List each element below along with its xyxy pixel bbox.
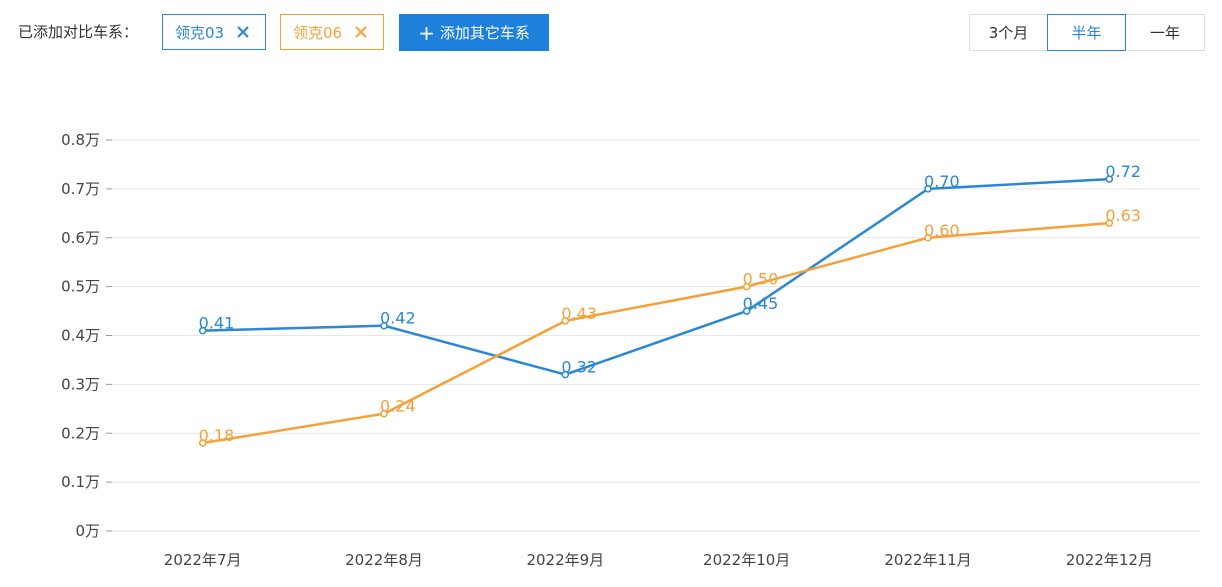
data-point[interactable]	[380, 409, 388, 418]
data-point[interactable]	[1105, 175, 1114, 183]
x-tick-label: 2022年8月	[345, 551, 423, 569]
range-half-year-button[interactable]: 半年	[1047, 14, 1126, 51]
data-label: 0.18	[199, 426, 235, 445]
data-point[interactable]	[198, 326, 207, 335]
data-label: 0.43	[561, 304, 597, 323]
data-point[interactable]	[1105, 219, 1114, 227]
data-point[interactable]	[742, 307, 751, 315]
y-tick-label: 0万	[75, 522, 100, 540]
data-label: 0.50	[743, 270, 779, 289]
y-tick-label: 0.1万	[61, 473, 100, 491]
time-range-selector: 3个月 半年 一年	[969, 14, 1205, 51]
compare-toolbar: 已添加对比车系： 领克03 领克06 + 添加其它车系 3个月 半年 一年	[0, 0, 1222, 70]
series-line-1	[202, 221, 1110, 445]
x-tick-label: 2022年12月	[1066, 551, 1153, 569]
plus-icon: +	[418, 20, 435, 45]
range-one-year-button[interactable]: 一年	[1125, 14, 1205, 51]
y-tick-label: 0.2万	[61, 424, 100, 442]
data-point[interactable]	[742, 282, 751, 291]
data-label: 0.70	[924, 172, 960, 191]
data-label: 0.72	[1105, 162, 1141, 181]
y-tick-label: 0.3万	[61, 375, 100, 393]
y-tick-label: 0.8万	[61, 131, 100, 149]
x-tick-label: 2022年9月	[526, 551, 604, 569]
x-tick-label: 2022年7月	[164, 551, 242, 569]
data-point[interactable]	[198, 439, 207, 447]
series-layer	[198, 175, 1114, 447]
data-point[interactable]	[561, 317, 570, 325]
add-series-label: 添加其它车系	[439, 24, 530, 42]
data-label: 0.63	[1105, 206, 1141, 225]
data-label: 0.60	[924, 221, 960, 240]
add-series-button[interactable]: + 添加其它车系	[399, 14, 549, 51]
data-label: 0.45	[743, 294, 779, 313]
grid-layer	[106, 139, 1200, 532]
data-label: 0.41	[199, 314, 235, 333]
data-point[interactable]	[380, 321, 388, 330]
data-point[interactable]	[924, 185, 932, 193]
data-label: 0.42	[380, 309, 416, 328]
data-point[interactable]	[924, 234, 932, 242]
compare-label: 已添加对比车系：	[18, 23, 139, 41]
compare-tag-lynk06[interactable]: 领克06	[280, 14, 384, 50]
data-label: 0.32	[561, 358, 597, 377]
x-tick-label: 2022年11月	[884, 551, 971, 569]
tag-label: 领克03	[175, 23, 225, 42]
y-axis-ticks: 0万 0.1万 0.2万 0.3万 0.4万 0.5万 0.6万 0.7万 0.8万	[61, 131, 100, 540]
data-label-layer: 0.41 0.42 0.32 0.45 0.70 0.72 0.18 0.24 0.43 0.50…	[199, 162, 1141, 445]
x-tick-label: 2022年10月	[703, 551, 790, 569]
tag-label: 领克06	[293, 23, 343, 42]
y-tick-label: 0.7万	[61, 180, 100, 198]
close-icon[interactable]	[236, 25, 250, 39]
series-line-0	[202, 177, 1110, 376]
range-3-months-button[interactable]: 3个月	[969, 14, 1048, 51]
close-icon[interactable]	[354, 25, 368, 39]
data-label: 0.24	[380, 397, 416, 416]
compare-tag-lynk03[interactable]: 领克03	[162, 14, 266, 50]
data-point[interactable]	[561, 370, 570, 379]
y-tick-label: 0.4万	[61, 327, 100, 345]
x-axis-ticks: 2022年7月 2022年8月 2022年9月 2022年10月 2022年11月 202…	[164, 551, 1153, 569]
y-tick-label: 0.5万	[61, 278, 100, 296]
y-tick-label: 0.6万	[61, 229, 100, 247]
